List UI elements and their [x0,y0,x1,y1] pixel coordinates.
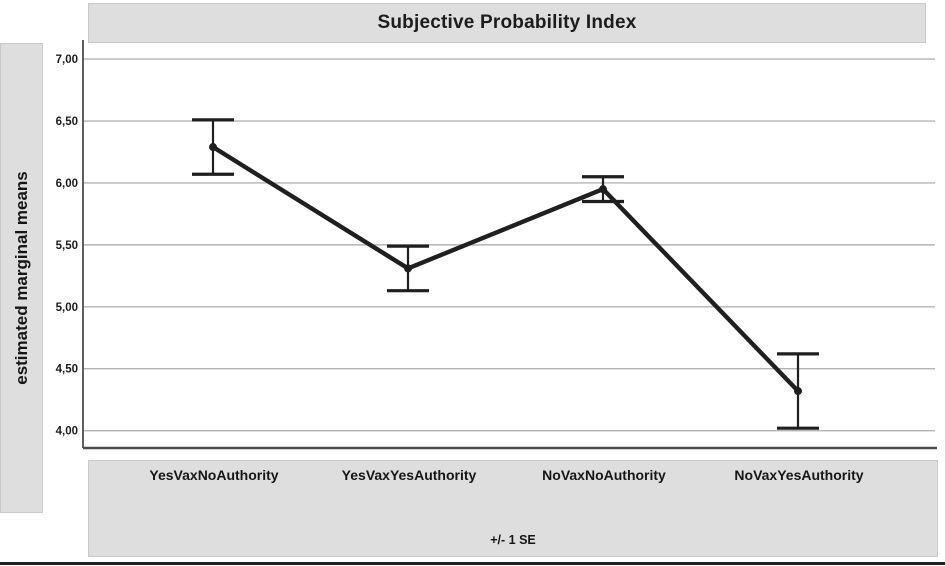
chart-title-band: Subjective Probability Index [88,3,926,43]
data-point-marker [599,185,607,194]
y-tick-label: 4,50 [56,364,78,376]
data-point-marker [404,264,412,273]
page-bottom-rule [0,562,945,565]
x-category-label: NoVaxNoAuthority [542,467,666,483]
x-category-label: YesVaxYesAuthority [341,467,477,483]
x-category-label: NoVaxYesAuthority [734,467,864,483]
x-category-label: YesVaxNoAuthority [149,467,279,483]
y-tick-label: 7,00 [56,54,78,66]
chart-title: Subjective Probability Index [377,12,637,33]
error-bar-caption: +/- 1 SE [490,533,536,547]
series-line [211,145,800,393]
data-point-marker [794,387,802,396]
x-axis-band: YesVaxNoAuthority YesVaxYesAuthority NoV… [88,460,938,557]
y-tick-label: 5,00 [56,302,78,314]
y-tick-label: 6,50 [56,116,78,128]
y-axis-label-band: estimated marginal means [0,43,43,513]
y-tick-label: 5,50 [56,240,78,252]
data-point-marker [209,143,217,152]
y-tick-label: 6,00 [56,178,78,190]
y-tick-label: 4,00 [56,426,78,438]
